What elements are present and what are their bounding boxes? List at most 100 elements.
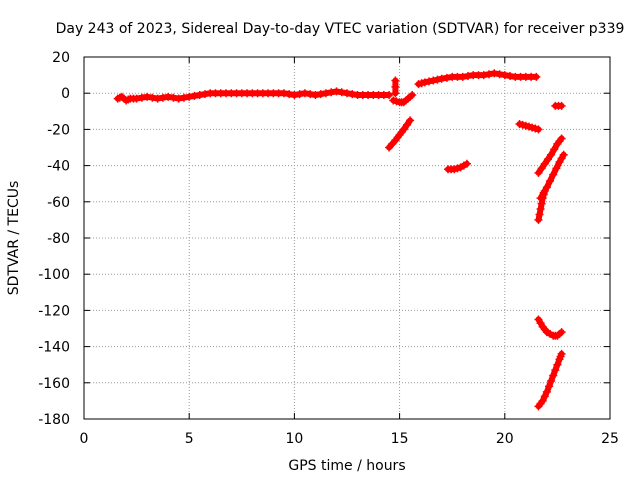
data-point bbox=[544, 382, 553, 391]
data-point bbox=[549, 170, 558, 179]
data-point bbox=[185, 92, 194, 101]
data-point bbox=[536, 205, 545, 214]
data-point bbox=[143, 92, 152, 101]
data-point bbox=[408, 91, 417, 100]
y-tick-label: -180 bbox=[38, 412, 70, 428]
data-point bbox=[549, 371, 558, 380]
data-point bbox=[311, 91, 320, 100]
y-axis-label: SDTVAR / TECUs bbox=[6, 181, 22, 296]
data-point bbox=[535, 210, 544, 219]
data-point bbox=[547, 150, 556, 159]
data-point bbox=[534, 125, 543, 134]
y-tick-label: -80 bbox=[47, 231, 70, 247]
data-point bbox=[406, 116, 415, 125]
data-point bbox=[532, 72, 541, 81]
data-point bbox=[399, 125, 408, 134]
data-point bbox=[321, 89, 330, 98]
data-point bbox=[490, 69, 499, 78]
y-tick-label: -60 bbox=[47, 195, 70, 211]
data-point bbox=[295, 90, 304, 99]
data-point bbox=[420, 78, 429, 87]
y-tick-label: -20 bbox=[47, 122, 70, 138]
data-point bbox=[327, 88, 336, 97]
x-tick-label: 5 bbox=[185, 431, 194, 447]
data-point bbox=[169, 93, 178, 102]
data-point bbox=[279, 89, 288, 98]
data-point bbox=[537, 199, 546, 208]
y-tick-label: 20 bbox=[52, 50, 70, 66]
data-point bbox=[550, 145, 559, 154]
data-point bbox=[200, 90, 209, 99]
data-point bbox=[391, 89, 400, 98]
data-point bbox=[158, 93, 167, 102]
data-point bbox=[337, 88, 346, 97]
y-tick-label: -120 bbox=[38, 303, 70, 319]
data-point bbox=[495, 70, 504, 79]
data-point bbox=[463, 72, 472, 81]
y-tick-label: -160 bbox=[38, 376, 70, 392]
data-point bbox=[557, 101, 566, 110]
data-point bbox=[538, 194, 547, 203]
data-point bbox=[479, 71, 488, 80]
x-axis-label: GPS time / hours bbox=[288, 458, 405, 474]
data-point bbox=[462, 159, 471, 168]
data-point bbox=[137, 93, 146, 102]
y-tick-label: -140 bbox=[38, 340, 70, 356]
data-point bbox=[174, 94, 183, 103]
data-point bbox=[402, 120, 411, 129]
plot-frame bbox=[83, 56, 611, 420]
data-point bbox=[332, 87, 341, 96]
data-point bbox=[132, 94, 141, 103]
data-point bbox=[534, 168, 543, 177]
data-point bbox=[316, 90, 325, 99]
data-point bbox=[153, 94, 162, 103]
y-tick-label: 0 bbox=[61, 86, 70, 102]
x-tick-label: 15 bbox=[391, 431, 409, 447]
data-point bbox=[190, 91, 199, 100]
data-point bbox=[164, 92, 173, 101]
data-point bbox=[552, 164, 561, 173]
data-point bbox=[539, 190, 548, 199]
data-point bbox=[546, 176, 555, 185]
data-point bbox=[538, 396, 547, 405]
x-tick-label: 0 bbox=[80, 431, 89, 447]
x-tick-label: 10 bbox=[285, 431, 303, 447]
data-point bbox=[429, 76, 438, 85]
data-point bbox=[557, 349, 566, 358]
data-point bbox=[300, 89, 309, 98]
data-marks bbox=[113, 69, 568, 411]
data-point bbox=[433, 75, 442, 84]
data-point bbox=[540, 159, 549, 168]
data-point bbox=[458, 72, 467, 81]
y-tick-label: -40 bbox=[47, 159, 70, 175]
data-point bbox=[306, 90, 315, 99]
data-point bbox=[290, 91, 299, 100]
data-point bbox=[543, 155, 552, 164]
data-point bbox=[179, 93, 188, 102]
grid-lines bbox=[84, 57, 610, 419]
data-point bbox=[540, 186, 549, 195]
x-tick-label: 25 bbox=[601, 431, 619, 447]
data-point bbox=[553, 360, 562, 369]
chart-title: Day 243 of 2023, Sidereal Day-to-day VTE… bbox=[56, 21, 625, 37]
data-point bbox=[500, 71, 509, 80]
data-point bbox=[557, 328, 566, 337]
data-point bbox=[537, 164, 546, 173]
data-point bbox=[485, 70, 494, 79]
data-point bbox=[442, 73, 451, 82]
data-point bbox=[540, 392, 549, 401]
axis-ticks: 0 5 10 15 20 25 -180 -160 -140 -120 -100 -80 -60 -40 -… bbox=[38, 50, 619, 447]
data-point bbox=[551, 366, 560, 375]
data-point bbox=[385, 91, 394, 100]
data-point bbox=[195, 91, 204, 100]
data-point bbox=[557, 134, 566, 143]
data-point bbox=[559, 150, 568, 159]
data-point bbox=[542, 387, 551, 396]
data-point bbox=[534, 215, 543, 224]
data-point bbox=[425, 77, 434, 86]
data-point bbox=[506, 72, 515, 81]
data-point bbox=[343, 89, 351, 98]
x-tick-label: 20 bbox=[496, 431, 514, 447]
data-point bbox=[437, 74, 446, 83]
